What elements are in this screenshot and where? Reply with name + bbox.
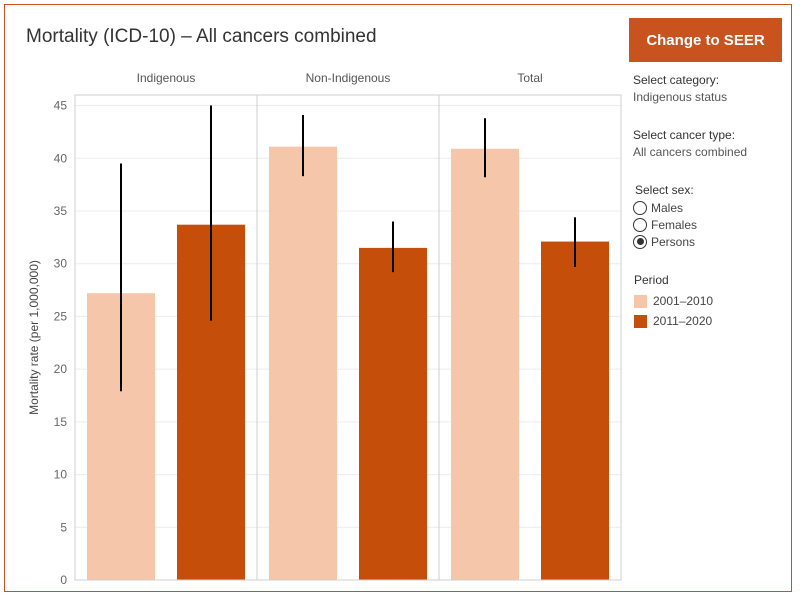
sex-option-label: Persons bbox=[651, 234, 696, 249]
legend-swatch bbox=[634, 294, 647, 308]
sex-option-persons[interactable]: Persons bbox=[633, 233, 697, 250]
cancer-type-value[interactable]: All cancers combined bbox=[633, 145, 748, 159]
radio-button-persons[interactable] bbox=[633, 234, 647, 249]
sex-control: Select sex: Males Females Persons bbox=[633, 183, 697, 250]
legend-title: Period bbox=[634, 273, 669, 287]
sex-option-females[interactable]: Females bbox=[633, 216, 697, 233]
legend-swatch bbox=[634, 314, 647, 328]
legend-item-2011-2020[interactable]: 2011–2020 bbox=[634, 311, 713, 331]
category-control[interactable]: Select category: Indigenous status bbox=[633, 73, 727, 104]
sex-label: Select sex: bbox=[635, 183, 694, 197]
sex-option-label: Males bbox=[651, 200, 684, 215]
sex-option-label: Females bbox=[651, 217, 698, 232]
sex-option-males[interactable]: Males bbox=[633, 199, 697, 216]
legend-label: 2011–2020 bbox=[653, 314, 713, 328]
legend-item-2001-2010[interactable]: 2001–2010 bbox=[634, 291, 713, 311]
category-label: Select category: bbox=[633, 73, 720, 87]
category-value[interactable]: Indigenous status bbox=[633, 90, 728, 104]
radio-button-females[interactable] bbox=[633, 217, 647, 232]
legend: Period 2001–2010 2011–2020 bbox=[634, 273, 713, 331]
chart-title: Mortality (ICD-10) – All cancers combine… bbox=[26, 26, 377, 47]
cancer-type-control[interactable]: Select cancer type: All cancers combined bbox=[633, 128, 747, 159]
radio-button-males[interactable] bbox=[633, 200, 647, 215]
change-to-seer-button[interactable]: Change to SEER bbox=[629, 18, 782, 62]
legend-label: 2001–2010 bbox=[653, 294, 714, 308]
cancer-type-label: Select cancer type: bbox=[633, 128, 736, 142]
